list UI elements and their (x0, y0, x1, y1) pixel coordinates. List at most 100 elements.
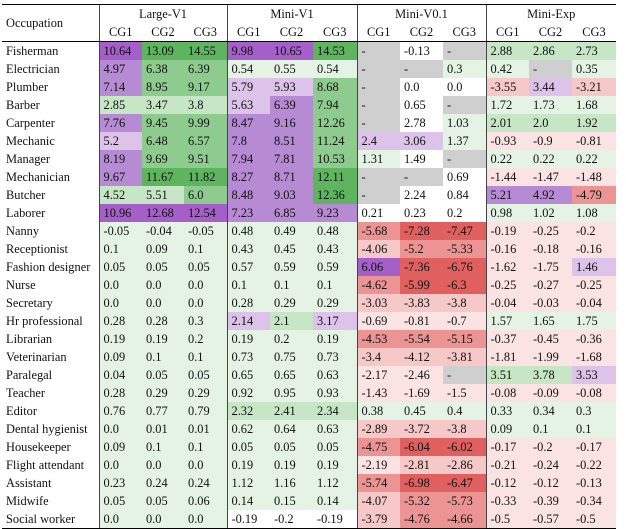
value-cell: 3.53 (572, 366, 616, 384)
value-cell: 4.52 (98, 186, 142, 204)
value-cell: -1.5 (443, 384, 486, 402)
occupation-name: Social worker (2, 510, 99, 529)
value-cell: 0.05 (98, 492, 142, 510)
value-cell: -0.2 (270, 510, 313, 529)
value-cell: 7.94 (313, 96, 357, 114)
subcol-header: CG3 (313, 23, 357, 42)
value-cell: 0.14 (226, 492, 270, 510)
value-cell: -6.02 (443, 438, 486, 456)
occupation-name: Assistant (6, 476, 52, 490)
value-cell: 8.19 (98, 150, 142, 168)
value-cell: -0.19 (226, 510, 270, 529)
value-cell: 0.38 (356, 402, 400, 420)
value-cell: 10.96 (98, 204, 142, 222)
value-cell: 0.34 (529, 402, 572, 420)
table-row: Paralegal 0.04 0.05 0.05 0.65 0.65 0.63 -2.17 -2… (2, 366, 616, 384)
value-cell: 2.78 (400, 114, 443, 132)
value-cell: 0.05 (270, 438, 313, 456)
table-row: Fashion designer 0.05 0.05 0.05 0.57 0.59 0.59… (2, 258, 616, 276)
value-cell: 1.12 (226, 474, 270, 492)
value-cell: 12.26 (313, 114, 357, 132)
value-cell: -7.47 (443, 222, 486, 240)
value-cell: 0.22 (485, 150, 529, 168)
value-cell: 13.09 (142, 41, 184, 60)
value-cell: 0.19 (313, 330, 357, 348)
value-cell: 0.22 (572, 150, 616, 168)
value-cell: -0.36 (572, 330, 616, 348)
group-header-large-v1: Large-V1 (98, 4, 227, 23)
table-row: Butcher 4.52 5.51 6.0 8.48 9.03 12.36-2.24 0.84… (2, 186, 616, 204)
value-cell: 8.51 (270, 132, 313, 150)
value-cell: 0.54 (226, 60, 270, 78)
value-cell: -5.73 (443, 492, 486, 510)
value-cell: 10.53 (313, 150, 357, 168)
occupation-name: Midwife (6, 494, 49, 508)
value-cell: 0.54 (313, 60, 357, 78)
value-cell: 0.77 (142, 402, 184, 420)
value-cell: -3.03 (356, 294, 400, 312)
value-cell: -0.9 (529, 132, 572, 150)
table-row: Mechanic 5.2 6.48 6.57 7.8 8.51 11.24 2.4 3.06 1.… (2, 132, 616, 150)
value-cell: 0.1 (270, 276, 313, 294)
occupation-name: Librarian (6, 332, 53, 346)
value-cell: -4.62 (356, 276, 400, 294)
value-cell: 0.1 (184, 348, 227, 366)
value-cell: 3.78 (529, 366, 572, 384)
occupation-name: Fisherman (6, 44, 59, 58)
value-cell: 0.3 (184, 312, 227, 330)
value-cell: 0.28 (142, 312, 184, 330)
value-cell: 1.65 (529, 312, 572, 330)
value-cell: -4.79 (572, 186, 616, 204)
value-cell: 7.81 (270, 150, 313, 168)
value-cell: -1.69 (400, 384, 443, 402)
value-cell: -3.72 (400, 420, 443, 438)
value-cell: -6.98 (400, 474, 443, 492)
table-row: Plumber 7.14 8.95 9.17 5.79 5.93 8.68-0.0 0.0 -3… (2, 78, 616, 96)
value-cell: 1.75 (572, 312, 616, 330)
value-cell: - (356, 96, 400, 114)
value-cell: -0.08 (485, 384, 529, 402)
table-row: Manager 8.19 9.69 9.51 7.94 7.81 10.53 1.31 1.49… (2, 150, 616, 168)
value-cell: 0.04 (98, 366, 142, 384)
value-cell: - (443, 150, 486, 168)
value-cell: -1.75 (529, 258, 572, 276)
value-cell: - (443, 96, 486, 114)
value-cell: 0.1 (184, 240, 227, 258)
value-cell: 0.09 (485, 420, 529, 438)
table-row: Laborer 10.96 12.68 12.54 7.23 6.85 9.23 0.21 0.… (2, 204, 616, 222)
value-cell: 11.67 (142, 168, 184, 186)
value-cell: 10.64 (98, 41, 142, 60)
value-cell: -0.45 (529, 330, 572, 348)
table-row: Housekeeper 0.09 0.1 0.1 0.05 0.05 0.05 -4.75 -6… (2, 438, 616, 456)
value-cell: -0.19 (485, 222, 529, 240)
value-cell: 0.09 (98, 348, 142, 366)
value-cell: 8.68 (313, 78, 357, 96)
subcol-header: CG3 (572, 23, 616, 42)
subcol-header: CG1 (98, 23, 142, 42)
value-cell: -1.68 (572, 348, 616, 366)
value-cell: -5.2 (400, 240, 443, 258)
value-cell: 0.64 (270, 420, 313, 438)
value-cell: -0.19 (313, 510, 357, 529)
value-cell: 0.42 (485, 60, 529, 78)
value-cell: -0.22 (572, 456, 616, 474)
value-cell: 1.08 (572, 204, 616, 222)
value-cell: 0.3 (443, 60, 486, 78)
value-cell: 0.0 (142, 456, 184, 474)
value-cell: 2.41 (270, 402, 313, 420)
value-cell: -6.04 (400, 438, 443, 456)
value-cell: -3.79 (356, 510, 400, 529)
table-row: Secretary 0.0 0.0 0.0 0.28 0.29 0.29 -3.03 -3.83… (2, 294, 616, 312)
value-cell: 0.45 (400, 402, 443, 420)
value-cell: 0.22 (529, 150, 572, 168)
value-cell: 0.23 (400, 204, 443, 222)
value-cell: 0.1 (572, 420, 616, 438)
value-cell: 0.48 (313, 222, 357, 240)
value-cell: 0.2 (270, 330, 313, 348)
value-cell: 6.06 (356, 258, 400, 276)
value-cell: 2.88 (485, 41, 529, 60)
occupation-name: Housekeeper (6, 440, 71, 454)
value-cell: 0.19 (142, 330, 184, 348)
value-cell: 0.0 (184, 510, 227, 529)
value-cell: -3.55 (485, 78, 529, 96)
